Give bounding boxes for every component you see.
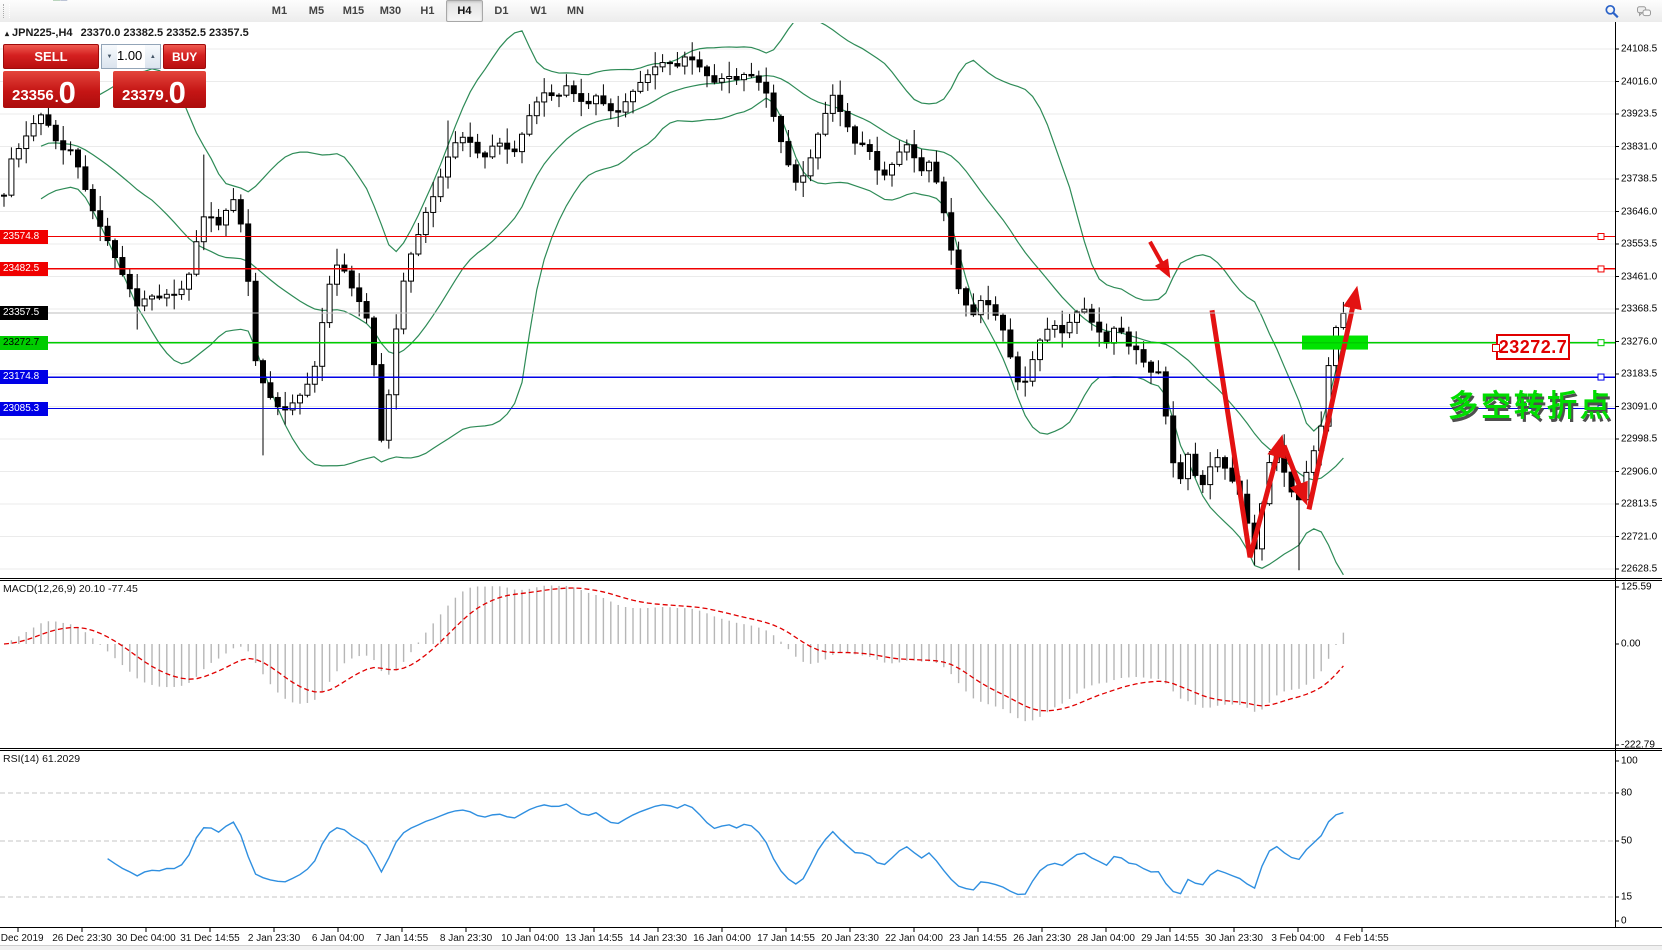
rsi-tick-label: 15 (1621, 891, 1633, 903)
timeframe-h4-button[interactable]: H4 (445, 0, 483, 22)
volume-stepper: ▼ 1.00 ▲ (100, 44, 162, 69)
price-tick-label: 23646.0 (1621, 206, 1658, 217)
price-tick-label: 22906.0 (1621, 466, 1658, 477)
toolbar-grip (3, 4, 10, 18)
level-price-badge: 23574.8 (0, 229, 48, 244)
buy-price-pips: 0 (168, 75, 186, 110)
zoom-out-icon[interactable] (24, 0, 48, 4)
one-click-trading-widget: SELL ▼ 1.00 ▲ BUY 23356 . 0 23379 . 0 (3, 44, 206, 108)
volume-down-button[interactable]: ▼ (101, 45, 117, 68)
timeframe-m1-button[interactable]: M1 (271, 5, 288, 17)
price-tick-label: 22628.5 (1621, 563, 1658, 575)
price-tick-label: 23738.5 (1621, 173, 1658, 185)
sell-button[interactable]: SELL (3, 44, 99, 69)
volume-value[interactable]: 1.00 (116, 48, 143, 63)
price-tick-label: 23276.0 (1621, 336, 1658, 347)
bid-price-badge: 23357.5 (0, 305, 48, 320)
status-bar (0, 945, 1662, 950)
zoomout-glyph (28, 0, 44, 1)
price-tick-label: 23831.0 (1621, 141, 1658, 152)
price-tick-label: 22998.5 (1621, 433, 1658, 445)
timeframe-m5-button[interactable]: M5 (308, 5, 325, 17)
annotation-text[interactable]: 多空转折点 (1448, 390, 1613, 423)
buy-price-main: 23379 (122, 87, 164, 104)
zoom-in-icon[interactable] (0, 0, 24, 4)
price-tick-label: 23461.0 (1621, 271, 1658, 282)
price-tick-label: 24016.0 (1621, 76, 1658, 87)
price-tick-label: 23091.0 (1621, 401, 1658, 412)
price-callout-box[interactable]: 23272.7 (1492, 334, 1570, 360)
level-price-badge: 23174.8 (0, 370, 48, 385)
timeframe-toolbar: M1 M5 M15 M30 H1 H4 D1 W1 MN (261, 0, 594, 22)
price-tick-label: 23553.5 (1621, 238, 1658, 250)
timeframe-h1-button[interactable]: H1 (420, 5, 435, 17)
sell-price-pips: 0 (58, 75, 76, 110)
rsi-tick-label: 80 (1621, 787, 1633, 799)
rsi-indicator-label: RSI(14) 61.2029 (3, 753, 81, 765)
price-tick-label: 24108.5 (1621, 43, 1658, 55)
price-tick-label: 23368.5 (1621, 303, 1658, 315)
rsi-tick-label: 50 (1621, 835, 1633, 847)
tiles-glyph (52, 0, 68, 1)
volume-up-button[interactable]: ▲ (145, 45, 161, 68)
price-tick-label: 23923.5 (1621, 108, 1658, 120)
rsi-tick-label: 0 (1621, 915, 1627, 927)
chat-icon[interactable] (1632, 1, 1656, 23)
buy-price[interactable]: 23379 . 0 (113, 71, 206, 108)
timeframe-mn-button[interactable]: MN (566, 5, 584, 17)
time-axis[interactable] (0, 928, 1662, 945)
timeframe-m15-button[interactable]: M15 (342, 5, 365, 17)
toolbar-right (1600, 1, 1656, 23)
macd-tick-label: 125.59 (1621, 581, 1652, 593)
zoomin-glyph (4, 0, 20, 1)
collapse-marker-icon: ▴ (5, 29, 10, 38)
timeframe-w1-button[interactable]: W1 (530, 5, 547, 17)
sell-price-main: 23356 (12, 87, 54, 104)
rsi-tick-label: 100 (1621, 755, 1638, 767)
level-price-badge: 23482.5 (0, 261, 48, 276)
macd-tick-label: 0.00 (1621, 638, 1641, 650)
tile-windows-icon[interactable] (48, 0, 72, 4)
level-price-badge: 23085.3 (0, 401, 48, 416)
chart-symbol-title: ▴ JPN225-,H4 23370.0 23382.5 23352.5 23357… (5, 27, 249, 39)
price-tick-label: 23183.5 (1621, 368, 1658, 380)
search-icon[interactable] (1600, 1, 1624, 23)
timeframe-d1-button[interactable]: D1 (494, 5, 509, 17)
symbol-period-label: JPN225-,H4 (12, 27, 73, 39)
buy-button[interactable]: BUY (163, 44, 206, 69)
macd-tick-label: -222.79 (1621, 739, 1655, 751)
price-tick-label: 22721.0 (1621, 531, 1658, 542)
chart-area[interactable]: 24108.5 24016.0 23923.5 23831.0 23738.5 23646… (0, 22, 1662, 950)
timeframe-m30-button[interactable]: M30 (379, 5, 402, 17)
sell-price[interactable]: 23356 . 0 (3, 71, 100, 108)
macd-indicator-label: MACD(12,26,9) 20.10 -77.45 (3, 583, 138, 595)
level-price-badge: 23272.7 (0, 335, 48, 350)
price-tick-label: 22813.5 (1621, 498, 1658, 510)
ohlc-values: 23370.0 23382.5 23352.5 23357.5 (80, 27, 249, 39)
